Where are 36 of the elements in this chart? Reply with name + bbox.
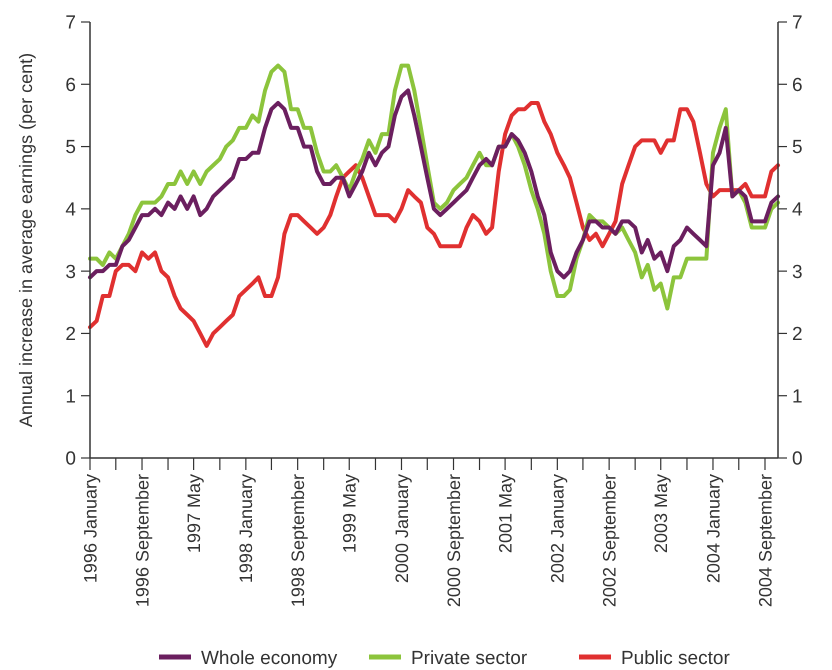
y-tick-label: 4 [65,200,76,221]
x-tick-label: 2001 May [495,474,516,554]
legend-label: Whole economy [201,648,338,669]
y-tick-label: 6 [65,74,76,96]
x-tick-label: 2002 September [599,474,620,608]
y-tick-label: 7 [65,12,76,34]
x-tick-label: 1997 May [184,474,204,554]
x-tick-label: 1998 September [288,474,308,608]
x-tick-label: 2004 September [755,474,776,608]
x-tick-label: 2000 January [392,474,412,584]
x-tick-label: 2003 May [651,474,672,554]
y2-tick-label: 5 [792,137,803,158]
y-tick-label: 1 [65,386,76,408]
x-tick-label: 1999 May [340,474,360,554]
x-tick-label: 1996 January [80,474,100,584]
y2-tick-label: 7 [792,12,803,34]
line-series [88,100,780,348]
x-tick-label: 2002 January [548,474,568,584]
y-tick-label: 3 [65,262,76,283]
y2-tick-label: 6 [792,74,803,96]
x-tick-label: 1998 January [236,474,256,584]
x-tick-label: 2000 September [444,474,464,608]
y2-tick-label: 0 [792,448,803,470]
y2-tick-label: 2 [792,324,803,346]
y-tick-label: 2 [65,324,76,346]
y2-tick-label: 4 [792,200,803,221]
line-series [88,88,780,280]
x-tick-label: 2004 January [703,474,724,584]
y-tick-label: 5 [65,137,76,158]
legend-label: Private sector [411,648,528,669]
x-tick-label: 1996 September [132,474,152,608]
y2-tick-label: 1 [792,386,803,408]
y-axis-title: Annual increase in average earnings (per cent) [16,52,36,428]
y-tick-label: 0 [65,448,76,470]
legend-label: Public sector [621,648,730,669]
y2-tick-label: 3 [792,262,803,283]
